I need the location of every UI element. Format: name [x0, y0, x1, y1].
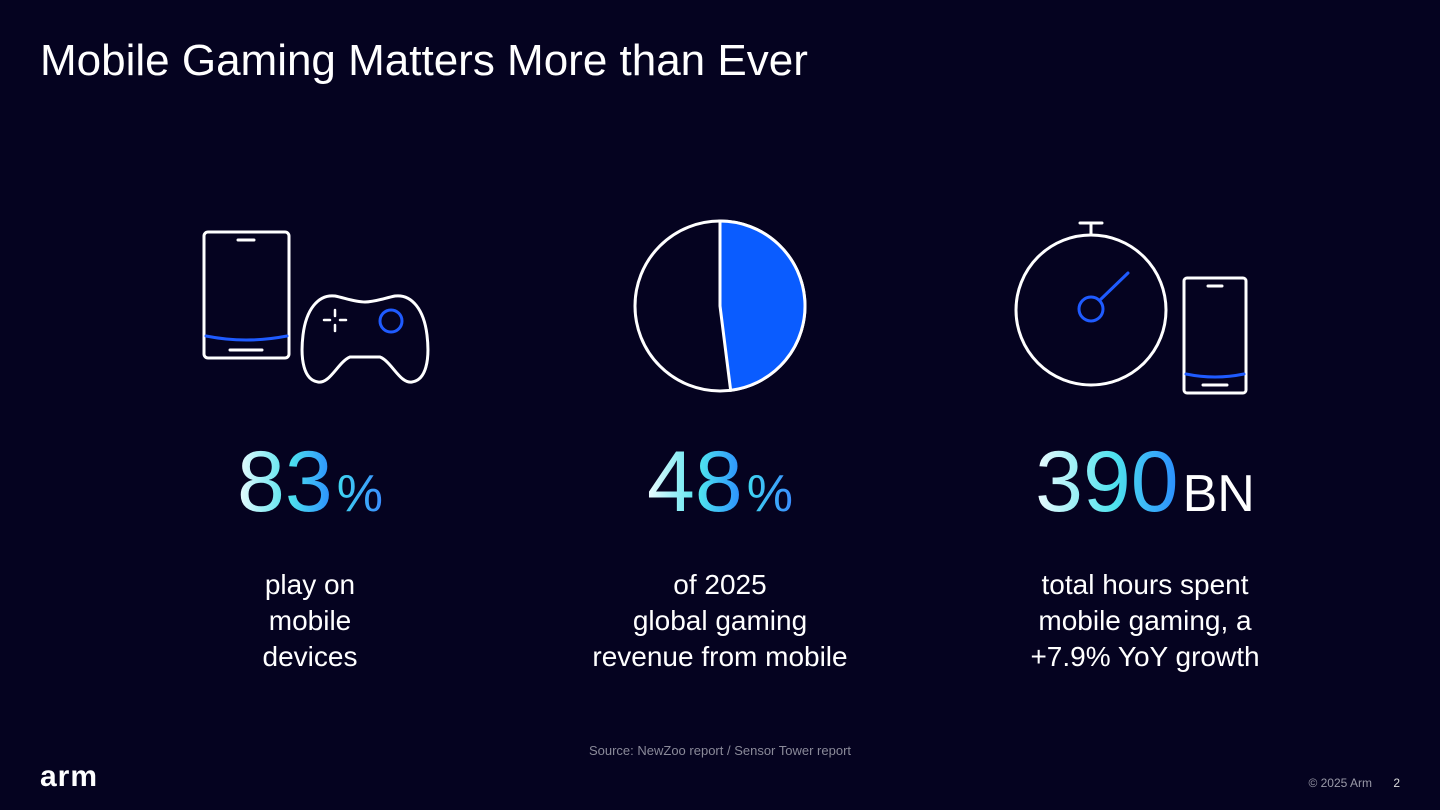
stat-unit: BN [1182, 465, 1255, 523]
caption-line: +7.9% YoY growth [1030, 641, 1260, 672]
controller-icon [300, 294, 430, 384]
stat: 390BN total hours spent mobile gaming, a +7… [945, 432, 1345, 675]
caption-line: mobile [268, 605, 352, 636]
logo: arm [40, 760, 99, 793]
caption-line: of 2025 [673, 569, 767, 600]
caption-line: total hours spent [1041, 569, 1249, 600]
phone-icon [1182, 276, 1248, 395]
stat-unit: % [746, 465, 793, 523]
slide-title: Mobile Gaming Matters More than Ever [40, 36, 808, 85]
pie-slice [718, 219, 807, 393]
pie-icon [633, 219, 807, 393]
stat-value: 83 [237, 434, 333, 530]
stat-unit: % [336, 465, 383, 523]
page-number: 2 [1393, 776, 1400, 790]
caption-line: devices [262, 641, 358, 672]
stat-caption: play on mobile devices [110, 567, 510, 675]
stat-number: 48% [520, 432, 920, 557]
stat-number: 83% [110, 432, 510, 557]
copyright: © 2025 Arm [1308, 776, 1372, 790]
stat-number: 390BN [945, 432, 1345, 557]
stat: 48% of 2025 global gaming revenue from mobi… [520, 432, 920, 675]
caption-line: revenue from mobile [592, 641, 848, 672]
stopwatch-icon [1014, 221, 1168, 387]
stat-caption: total hours spent mobile gaming, a +7.9% Y… [945, 567, 1345, 675]
stat-value: 390 [1035, 434, 1179, 530]
stat: 83% play on mobile devices [110, 432, 510, 675]
stat-value: 48 [647, 434, 743, 530]
source: Source: NewZoo report / Sensor Tower rep… [588, 743, 852, 758]
caption-line: mobile gaming, a [1038, 605, 1252, 636]
caption-line: global gaming [632, 605, 808, 636]
caption-line: play on [264, 569, 356, 600]
tablet-icon [202, 230, 291, 360]
stat-caption: of 2025 global gaming revenue from mobile [520, 567, 920, 675]
